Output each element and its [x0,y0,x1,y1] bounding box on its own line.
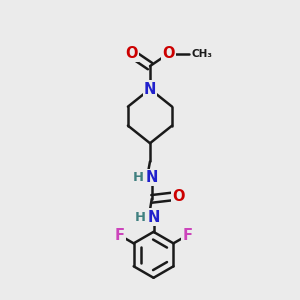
Text: H: H [134,211,146,224]
Text: CH₃: CH₃ [192,49,213,59]
Text: O: O [125,46,138,61]
Text: N: N [147,210,160,225]
Text: O: O [162,46,175,61]
Text: N: N [146,170,158,185]
Text: H: H [133,171,144,184]
Text: F: F [182,228,192,243]
Text: N: N [144,82,156,97]
Text: O: O [172,189,184,204]
Text: F: F [115,228,124,243]
